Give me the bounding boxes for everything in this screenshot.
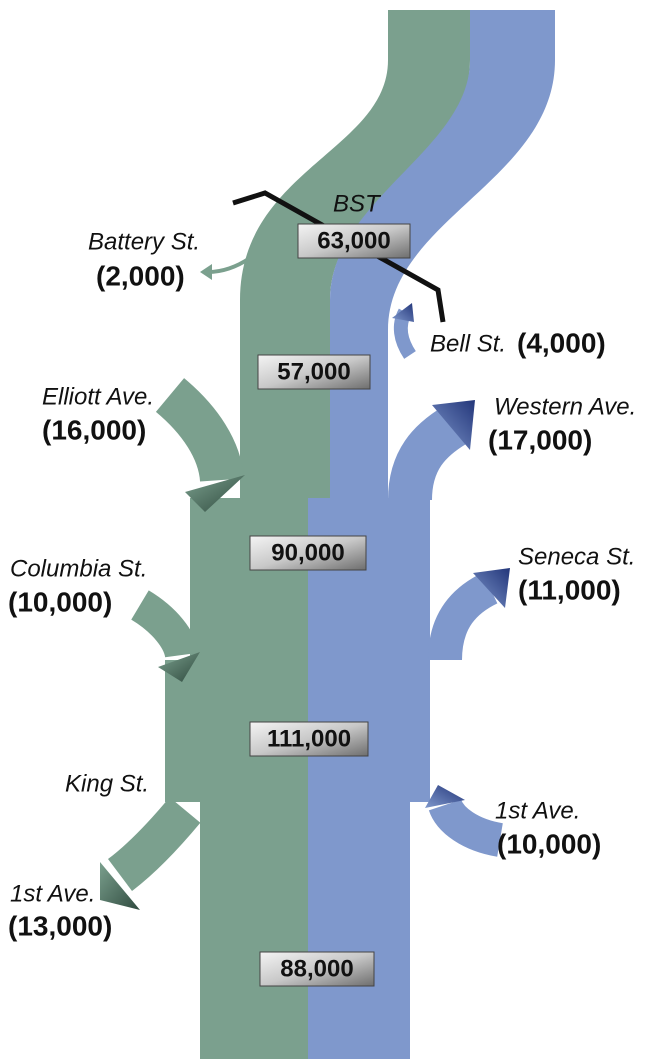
ramp-name: Columbia St. [10,555,147,582]
ramps [100,256,510,910]
ramp-name: 1st Ave. [10,880,95,907]
ramp-volume: (16,000) [42,414,146,445]
ramp-volume: (11,000) [518,574,621,605]
ramp-volume: (10,000) [8,586,112,617]
ramp-volume: (17,000) [488,424,592,455]
ramp-labels: Battery St. (2,000) Bell St. (4,000) Ell… [8,228,636,941]
ramp-name: Seneca St. [518,543,635,570]
ramp-volume: (10,000) [497,828,601,859]
corridor-label: BST [333,190,382,217]
volume-box: 63,000 57,000 90,000 111,000 88,000 [249,223,411,987]
ramp-volume: (13,000) [8,910,112,941]
ramp-name: Bell St. [430,330,506,357]
volume: 111,000 [267,725,351,752]
volume: 63,000 [317,227,390,254]
ramp-name: 1st Ave. [495,797,580,824]
ramp-volume: (2,000) [96,260,185,291]
street-label: King St. [65,770,149,797]
ramp-name: Elliott Ave. [42,383,154,410]
volume: 90,000 [271,539,344,566]
ramp-name: Battery St. [88,228,200,255]
volume: 88,000 [280,955,353,982]
volume: 57,000 [277,358,350,385]
ramp-volume: (4,000) [517,327,606,358]
ramp-name: Western Ave. [494,393,636,420]
